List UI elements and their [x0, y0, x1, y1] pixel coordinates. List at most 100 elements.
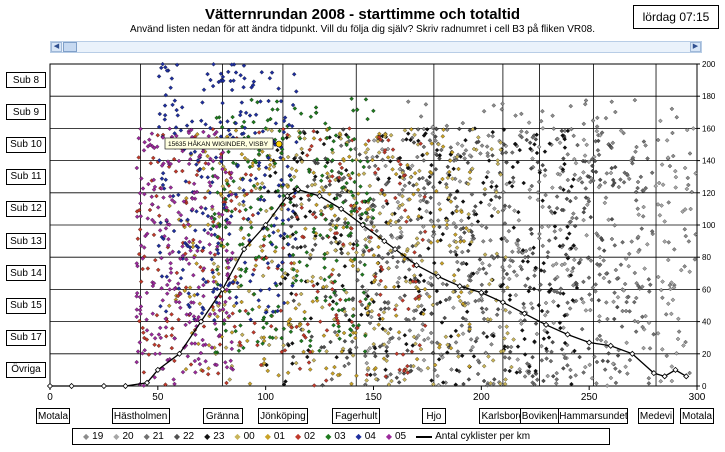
data-point	[191, 181, 197, 187]
data-point	[313, 215, 318, 220]
data-point	[250, 272, 256, 277]
data-point	[210, 206, 215, 212]
data-point	[530, 374, 535, 379]
data-point	[223, 328, 229, 333]
data-point	[609, 217, 615, 222]
data-point	[602, 200, 608, 206]
data-point	[487, 263, 492, 268]
data-point	[290, 283, 295, 288]
data-point	[223, 225, 229, 230]
sub-button[interactable]: Sub 17	[6, 329, 46, 346]
data-point	[509, 184, 515, 189]
data-point	[546, 224, 551, 229]
scroll-left-button[interactable]: ◀	[51, 42, 62, 52]
data-point	[286, 217, 291, 222]
data-point	[310, 212, 316, 217]
data-point	[421, 158, 426, 163]
sub-button[interactable]: Sub 11	[6, 168, 46, 185]
sub-button[interactable]: Sub 14	[6, 265, 46, 282]
checkpoint-button[interactable]: Hammarsundet	[558, 408, 629, 424]
data-point	[397, 192, 402, 197]
data-point	[267, 334, 273, 340]
data-point	[176, 210, 181, 215]
data-point	[212, 252, 218, 257]
data-point	[610, 177, 616, 183]
data-point	[343, 167, 349, 173]
data-point	[299, 278, 304, 283]
data-point	[200, 337, 205, 343]
data-point	[328, 203, 333, 209]
data-point	[424, 199, 429, 205]
scroll-right-button[interactable]: ▶	[690, 42, 701, 52]
data-point	[260, 129, 266, 134]
data-point	[417, 343, 422, 348]
data-point	[659, 203, 664, 208]
data-point	[158, 335, 164, 341]
checkpoint-button[interactable]: Medevi	[638, 408, 675, 424]
data-point	[330, 371, 335, 376]
data-point	[542, 328, 547, 333]
data-point	[454, 157, 459, 162]
data-point	[169, 312, 174, 317]
data-point	[332, 231, 338, 236]
data-point	[363, 296, 368, 302]
data-point	[670, 130, 675, 136]
data-point	[239, 299, 244, 305]
data-point	[325, 157, 330, 162]
data-point	[294, 89, 299, 94]
data-point	[547, 141, 552, 146]
checkpoint-button[interactable]: Hästholmen	[111, 408, 170, 424]
checkpoint-button[interactable]: Jönköping	[257, 408, 308, 424]
data-point	[180, 253, 186, 258]
checkpoint-button[interactable]: Hjo	[421, 408, 446, 424]
sub-button[interactable]: Sub 12	[6, 200, 46, 217]
data-point	[302, 309, 307, 315]
data-point	[398, 235, 404, 240]
data-point	[372, 372, 378, 377]
data-point	[315, 289, 320, 294]
sub-button[interactable]: Sub 15	[6, 297, 46, 314]
data-point	[645, 242, 650, 247]
data-point	[504, 238, 510, 244]
data-point	[253, 255, 259, 261]
sub-button[interactable]: Sub 10	[6, 136, 46, 153]
data-point	[315, 129, 320, 135]
data-point	[157, 250, 163, 255]
data-point	[632, 270, 638, 276]
checkpoint-button[interactable]: Motala	[36, 408, 70, 424]
data-point	[165, 282, 170, 288]
data-point	[342, 363, 347, 369]
scroll-thumb[interactable]	[63, 42, 77, 52]
data-point	[291, 72, 297, 77]
data-point	[330, 158, 335, 163]
sub-button[interactable]: Sub 8	[6, 72, 46, 89]
sub-button[interactable]: Sub 9	[6, 104, 46, 121]
data-point	[170, 249, 175, 254]
data-point	[598, 337, 604, 343]
data-point	[172, 381, 177, 387]
data-point	[641, 345, 646, 351]
data-point	[557, 172, 563, 177]
sub-button[interactable]: Sub 13	[6, 233, 46, 250]
data-point	[152, 375, 157, 380]
checkpoint-button[interactable]: Fagerhult	[332, 408, 381, 424]
data-point	[224, 365, 230, 370]
time-scrollbar[interactable]: ◀ ▶	[50, 41, 702, 53]
data-point	[252, 320, 257, 326]
data-point	[397, 225, 403, 231]
data-point	[581, 121, 587, 127]
data-point	[388, 248, 393, 253]
data-point	[221, 78, 226, 84]
x-tick-label: 300	[689, 392, 706, 403]
data-point	[233, 70, 239, 75]
data-point	[666, 200, 671, 205]
data-point	[582, 159, 588, 164]
sub-button[interactable]: Övriga	[6, 361, 46, 378]
checkpoint-button[interactable]: Motala	[680, 408, 714, 424]
data-point	[443, 334, 449, 340]
data-point	[538, 282, 543, 287]
data-point	[535, 160, 540, 165]
checkpoint-button[interactable]: Gränna	[202, 408, 243, 424]
data-point	[283, 271, 288, 276]
data-point	[320, 383, 325, 388]
